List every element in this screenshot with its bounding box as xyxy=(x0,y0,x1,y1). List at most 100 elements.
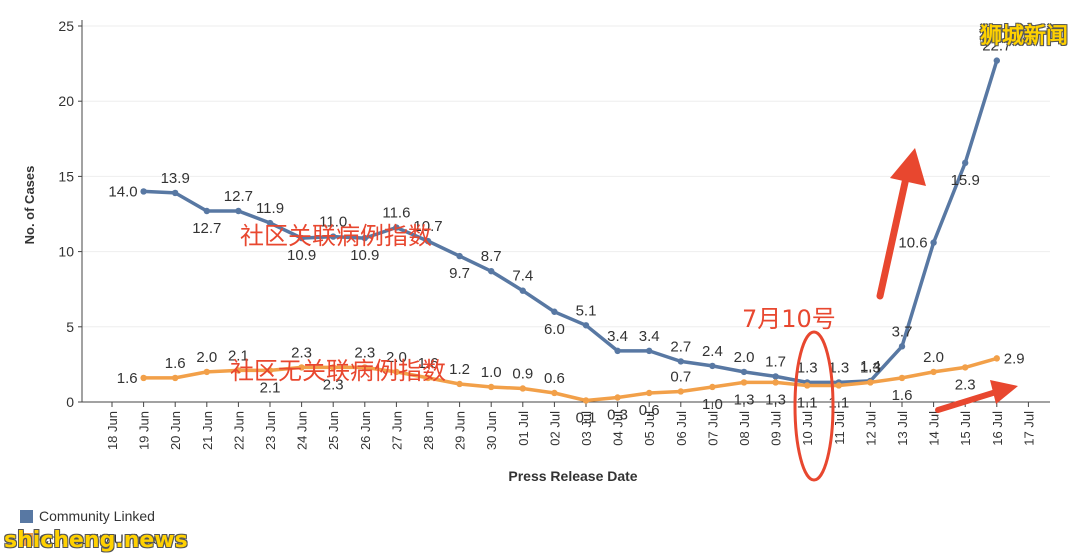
data-label: 3.7 xyxy=(892,323,913,340)
data-point xyxy=(361,364,368,371)
data-point xyxy=(551,308,558,315)
data-label: 1.3 xyxy=(797,359,818,376)
data-labels: 14.013.912.712.711.910.911.010.911.610.7… xyxy=(108,38,1024,427)
y-axis-label: No. of Cases xyxy=(22,166,37,245)
data-point xyxy=(993,355,1000,362)
axes xyxy=(78,20,1050,407)
data-label: 11.6 xyxy=(382,205,410,222)
data-point xyxy=(266,219,274,227)
data-label: 1.3 xyxy=(828,359,849,376)
data-point xyxy=(393,224,400,231)
data-label: 12.7 xyxy=(192,220,221,237)
x-tick-label: 11 Jul xyxy=(832,411,847,445)
x-tick-label: 10 Jul xyxy=(800,411,815,446)
x-tick-label: 21 Jun xyxy=(200,411,215,450)
series-lines xyxy=(140,57,1000,404)
data-point xyxy=(677,388,684,395)
data-label: 0.7 xyxy=(670,368,691,385)
y-tick-label: 10 xyxy=(58,244,74,260)
data-label: 2.0 xyxy=(386,349,407,366)
series-line-community-linked xyxy=(143,60,999,385)
x-tick-label: 18 Jun xyxy=(105,411,120,450)
data-point xyxy=(962,364,969,371)
x-tick-label: 22 Jun xyxy=(231,411,246,450)
x-tick-label: 16 Jul xyxy=(990,411,1005,446)
data-point xyxy=(330,233,337,240)
data-label: 1.0 xyxy=(481,364,502,381)
data-label: 1.6 xyxy=(418,355,439,372)
legend-swatch-blue xyxy=(20,510,33,523)
data-label: 10.9 xyxy=(350,247,379,264)
data-label: 2.7 xyxy=(670,338,691,355)
x-tick-label: 13 Jul xyxy=(895,411,910,446)
data-label: 6.0 xyxy=(544,321,565,338)
x-tick-label: 19 Jun xyxy=(137,411,152,450)
data-point xyxy=(488,267,495,275)
data-point xyxy=(867,379,874,386)
x-tick-label: 30 Jun xyxy=(484,411,499,450)
data-point xyxy=(740,379,748,386)
data-label: 1.7 xyxy=(765,353,786,370)
data-point xyxy=(140,188,147,195)
data-label: 13.9 xyxy=(161,170,190,187)
y-tick-labels: 0 5 10 15 20 25 xyxy=(58,18,74,410)
x-tick-labels: 18 Jun 19 Jun 20 Jun 21 Jun 22 Jun 23 Jun 24 J… xyxy=(105,411,1036,450)
data-point xyxy=(582,397,590,404)
data-label: 0.9 xyxy=(512,365,533,382)
y-tick-label: 25 xyxy=(58,18,74,34)
data-label: 2.0 xyxy=(196,349,217,366)
data-label: 2.4 xyxy=(702,343,723,360)
x-axis-label: Press Release Date xyxy=(508,468,637,484)
x-tick-label: 08 Jul xyxy=(737,411,752,446)
data-point xyxy=(424,237,432,245)
data-label: 2.0 xyxy=(923,349,944,366)
data-point xyxy=(488,383,495,391)
watermark-bottom: shicheng.news xyxy=(4,528,188,553)
data-label: 15.9 xyxy=(951,172,980,189)
data-point xyxy=(424,374,432,382)
data-point xyxy=(646,389,653,397)
series-line-community-unlinked xyxy=(143,356,998,403)
unlinked-annotation: 社区无关联病例指数 xyxy=(230,357,446,385)
data-point xyxy=(172,189,179,197)
data-label: 1.6 xyxy=(892,387,913,404)
data-label: 5.1 xyxy=(576,302,597,319)
data-label: 2.0 xyxy=(734,349,755,366)
data-point xyxy=(898,374,906,382)
data-point xyxy=(835,382,842,389)
data-label: 0.3 xyxy=(607,406,628,423)
data-label: 2.9 xyxy=(1004,350,1025,367)
data-point xyxy=(235,367,242,374)
data-label: 2.3 xyxy=(291,344,312,361)
data-label: 1.6 xyxy=(117,370,138,387)
x-tick-label: 26 Jun xyxy=(358,411,373,450)
data-point xyxy=(203,207,210,215)
data-point xyxy=(772,373,779,380)
data-point xyxy=(677,358,684,365)
x-tick-label: 23 Jun xyxy=(263,411,278,450)
x-tick-label: 12 Jul xyxy=(863,411,878,446)
x-tick-label: 27 Jun xyxy=(389,411,404,450)
data-point xyxy=(646,347,653,355)
right-arrow-icon xyxy=(935,380,1018,413)
data-label: 14.0 xyxy=(108,183,137,200)
data-point xyxy=(330,364,337,371)
data-label: 1.3 xyxy=(765,391,786,408)
data-point xyxy=(930,368,937,376)
y-tick-label: 15 xyxy=(58,168,74,184)
data-point xyxy=(740,368,748,376)
y-tick-label: 0 xyxy=(66,394,74,410)
data-label: 0.1 xyxy=(576,409,597,426)
data-point xyxy=(393,368,400,376)
data-label: 1.3 xyxy=(734,391,755,408)
data-label: 12.7 xyxy=(224,188,253,205)
data-point xyxy=(709,383,716,391)
data-label: 10.9 xyxy=(287,247,316,264)
data-label: 2.1 xyxy=(228,347,249,364)
data-point xyxy=(993,57,1000,64)
data-label: 3.4 xyxy=(639,328,660,345)
data-label: 0.6 xyxy=(639,402,660,419)
legend-item-community-unlinked: Community Unlinked xyxy=(20,531,168,547)
data-point xyxy=(930,239,937,246)
data-point xyxy=(519,385,526,392)
